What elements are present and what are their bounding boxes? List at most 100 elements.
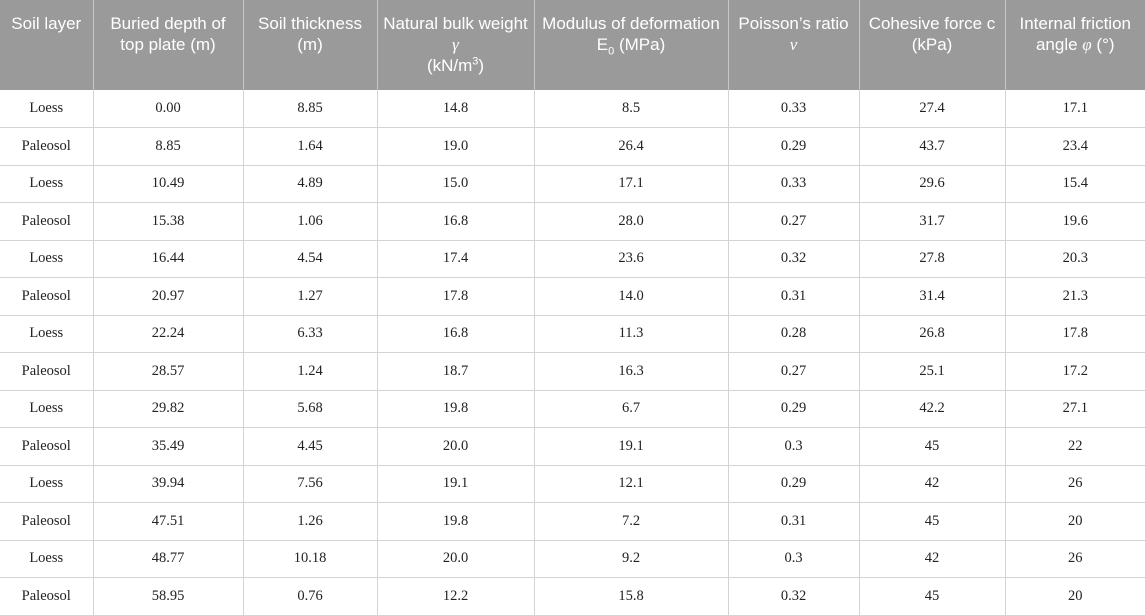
table-row: Paleosol 28.57 1.24 18.7 16.3 0.27 25.1 17.2: [0, 352, 1145, 391]
cell-cohesive-force: 31.4: [859, 277, 1006, 316]
cell-soil-thickness: 5.68: [243, 390, 378, 428]
table-row: Paleosol 35.49 4.45 20.0 19.1 0.3 45 22: [0, 427, 1145, 466]
cell-poisson-ratio: 0.28: [728, 315, 860, 353]
header-friction-angle: Internal friction angle φ (°): [1005, 0, 1145, 90]
cell-modulus: 11.3: [534, 315, 729, 353]
cell-friction-angle: 26: [1005, 540, 1145, 578]
cell-friction-angle: 17.8: [1005, 315, 1145, 353]
table-row: Loess 29.82 5.68 19.8 6.7 0.29 42.2 27.1: [0, 390, 1145, 428]
cell-friction-angle: 20.3: [1005, 240, 1145, 278]
cell-poisson-ratio: 0.27: [728, 352, 860, 391]
cell-cohesive-force: 45: [859, 502, 1006, 541]
cell-bulk-weight: 15.0: [377, 165, 535, 203]
cell-cohesive-force: 43.7: [859, 127, 1006, 166]
cell-buried-depth: 39.94: [93, 465, 244, 503]
cell-bulk-weight: 20.0: [377, 540, 535, 578]
cell-soil-layer: Loess: [0, 315, 94, 353]
cell-soil-thickness: 6.33: [243, 315, 378, 353]
cell-poisson-ratio: 0.27: [728, 202, 860, 241]
cell-bulk-weight: 14.8: [377, 90, 535, 128]
cell-soil-layer: Paleosol: [0, 127, 94, 166]
cell-soil-layer: Paleosol: [0, 577, 94, 616]
cell-soil-thickness: 1.27: [243, 277, 378, 316]
header-poisson-ratio: Poisson’s ratio ν: [728, 0, 860, 90]
cell-soil-layer: Paleosol: [0, 502, 94, 541]
cell-poisson-ratio: 0.29: [728, 390, 860, 428]
cell-modulus: 9.2: [534, 540, 729, 578]
cell-poisson-ratio: 0.33: [728, 90, 860, 128]
cell-cohesive-force: 31.7: [859, 202, 1006, 241]
cell-cohesive-force: 29.6: [859, 165, 1006, 203]
cell-modulus: 6.7: [534, 390, 729, 428]
cell-bulk-weight: 16.8: [377, 202, 535, 241]
cell-modulus: 7.2: [534, 502, 729, 541]
cell-buried-depth: 20.97: [93, 277, 244, 316]
cell-soil-thickness: 1.06: [243, 202, 378, 241]
cell-soil-layer: Loess: [0, 90, 94, 128]
cell-soil-layer: Paleosol: [0, 352, 94, 391]
cell-poisson-ratio: 0.33: [728, 165, 860, 203]
table-row: Loess 16.44 4.54 17.4 23.6 0.32 27.8 20.3: [0, 240, 1145, 278]
header-bulk-weight: Natural bulk weight γ (kN/m3): [377, 0, 535, 90]
cell-soil-thickness: 8.85: [243, 90, 378, 128]
cell-cohesive-force: 42: [859, 540, 1006, 578]
cell-soil-thickness: 0.76: [243, 577, 378, 616]
cell-bulk-weight: 19.8: [377, 390, 535, 428]
cell-buried-depth: 16.44: [93, 240, 244, 278]
header-row: Soil layer Buried depth of top plate (m)…: [0, 0, 1145, 90]
cell-cohesive-force: 25.1: [859, 352, 1006, 391]
cell-bulk-weight: 19.1: [377, 465, 535, 503]
cell-soil-thickness: 4.89: [243, 165, 378, 203]
cell-poisson-ratio: 0.3: [728, 427, 860, 466]
cell-buried-depth: 29.82: [93, 390, 244, 428]
table-row: Paleosol 58.95 0.76 12.2 15.8 0.32 45 20: [0, 577, 1145, 616]
cell-modulus: 19.1: [534, 427, 729, 466]
cell-friction-angle: 21.3: [1005, 277, 1145, 316]
table-row: Paleosol 15.38 1.06 16.8 28.0 0.27 31.7 19.6: [0, 202, 1145, 241]
header-modulus: Modulus of deformation E0 (MPa): [534, 0, 729, 90]
cell-poisson-ratio: 0.31: [728, 277, 860, 316]
header-soil-layer: Soil layer: [0, 0, 94, 90]
cell-bulk-weight: 20.0: [377, 427, 535, 466]
cell-friction-angle: 17.2: [1005, 352, 1145, 391]
cell-cohesive-force: 27.4: [859, 90, 1006, 128]
cell-buried-depth: 28.57: [93, 352, 244, 391]
cell-soil-layer: Loess: [0, 465, 94, 503]
header-cohesive-force: Cohesive force c (kPa): [859, 0, 1006, 90]
cell-soil-layer: Paleosol: [0, 427, 94, 466]
cell-cohesive-force: 42.2: [859, 390, 1006, 428]
table-body: Loess 0.00 8.85 14.8 8.5 0.33 27.4 17.1 Paleosol…: [0, 90, 1145, 616]
cell-friction-angle: 20: [1005, 577, 1145, 616]
cell-soil-layer: Loess: [0, 390, 94, 428]
cell-friction-angle: 19.6: [1005, 202, 1145, 241]
cell-modulus: 26.4: [534, 127, 729, 166]
cell-cohesive-force: 45: [859, 577, 1006, 616]
cell-modulus: 8.5: [534, 90, 729, 128]
cell-friction-angle: 20: [1005, 502, 1145, 541]
cell-soil-layer: Paleosol: [0, 202, 94, 241]
cell-soil-layer: Loess: [0, 240, 94, 278]
cell-friction-angle: 22: [1005, 427, 1145, 466]
cell-bulk-weight: 17.8: [377, 277, 535, 316]
cell-soil-layer: Loess: [0, 165, 94, 203]
cell-buried-depth: 22.24: [93, 315, 244, 353]
cell-buried-depth: 48.77: [93, 540, 244, 578]
cell-modulus: 16.3: [534, 352, 729, 391]
table-row: Paleosol 20.97 1.27 17.8 14.0 0.31 31.4 21.3: [0, 277, 1145, 316]
cell-soil-thickness: 1.64: [243, 127, 378, 166]
cell-buried-depth: 10.49: [93, 165, 244, 203]
table-row: Loess 10.49 4.89 15.0 17.1 0.33 29.6 15.4: [0, 165, 1145, 203]
cell-modulus: 15.8: [534, 577, 729, 616]
cell-friction-angle: 27.1: [1005, 390, 1145, 428]
cell-poisson-ratio: 0.29: [728, 127, 860, 166]
cell-cohesive-force: 45: [859, 427, 1006, 466]
cell-bulk-weight: 19.8: [377, 502, 535, 541]
cell-soil-thickness: 4.54: [243, 240, 378, 278]
table-row: Loess 0.00 8.85 14.8 8.5 0.33 27.4 17.1: [0, 90, 1145, 128]
cell-soil-thickness: 1.26: [243, 502, 378, 541]
cell-bulk-weight: 18.7: [377, 352, 535, 391]
cell-modulus: 12.1: [534, 465, 729, 503]
cell-cohesive-force: 42: [859, 465, 1006, 503]
table-row: Paleosol 47.51 1.26 19.8 7.2 0.31 45 20: [0, 502, 1145, 541]
